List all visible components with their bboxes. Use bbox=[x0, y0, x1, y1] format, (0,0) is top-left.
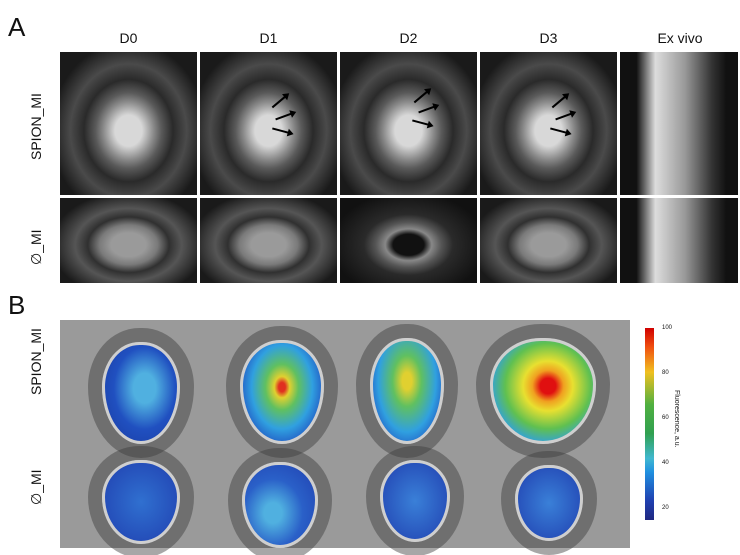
row-label: SPION_MI bbox=[28, 328, 44, 395]
row-label: SPION_MI bbox=[28, 93, 44, 160]
column-header: D0 bbox=[119, 30, 138, 46]
colorbar-tick: 80 bbox=[662, 370, 669, 376]
colorbar-tick: 60 bbox=[662, 415, 669, 421]
fluorescence-image bbox=[60, 320, 630, 548]
panel-b-label: B bbox=[8, 290, 26, 320]
column-header: Ex vivo bbox=[657, 30, 703, 46]
ex-vivo-image bbox=[620, 52, 738, 195]
colorbar-tick: 100 bbox=[662, 325, 673, 331]
column-header: D3 bbox=[539, 30, 558, 46]
mri-image bbox=[60, 198, 197, 283]
colorbar-tick: 40 bbox=[662, 460, 669, 466]
colorbar-tick: 20 bbox=[662, 505, 669, 511]
panel-a-label: A bbox=[8, 12, 26, 42]
mri-image bbox=[340, 198, 477, 283]
ex-vivo-image bbox=[620, 198, 738, 283]
row-label: ∅_MI bbox=[28, 469, 44, 505]
mri-image bbox=[340, 52, 477, 195]
colorbar bbox=[645, 328, 654, 520]
mri-image bbox=[200, 52, 337, 195]
colorbar-label: Fluorescence, a.u. bbox=[673, 390, 680, 448]
mri-image bbox=[60, 52, 197, 195]
mri-image bbox=[200, 198, 337, 283]
mri-image bbox=[480, 52, 617, 195]
mri-image bbox=[480, 198, 617, 283]
column-header: D2 bbox=[399, 30, 418, 46]
row-label: ∅_MI bbox=[28, 229, 44, 265]
column-header: D1 bbox=[259, 30, 278, 46]
